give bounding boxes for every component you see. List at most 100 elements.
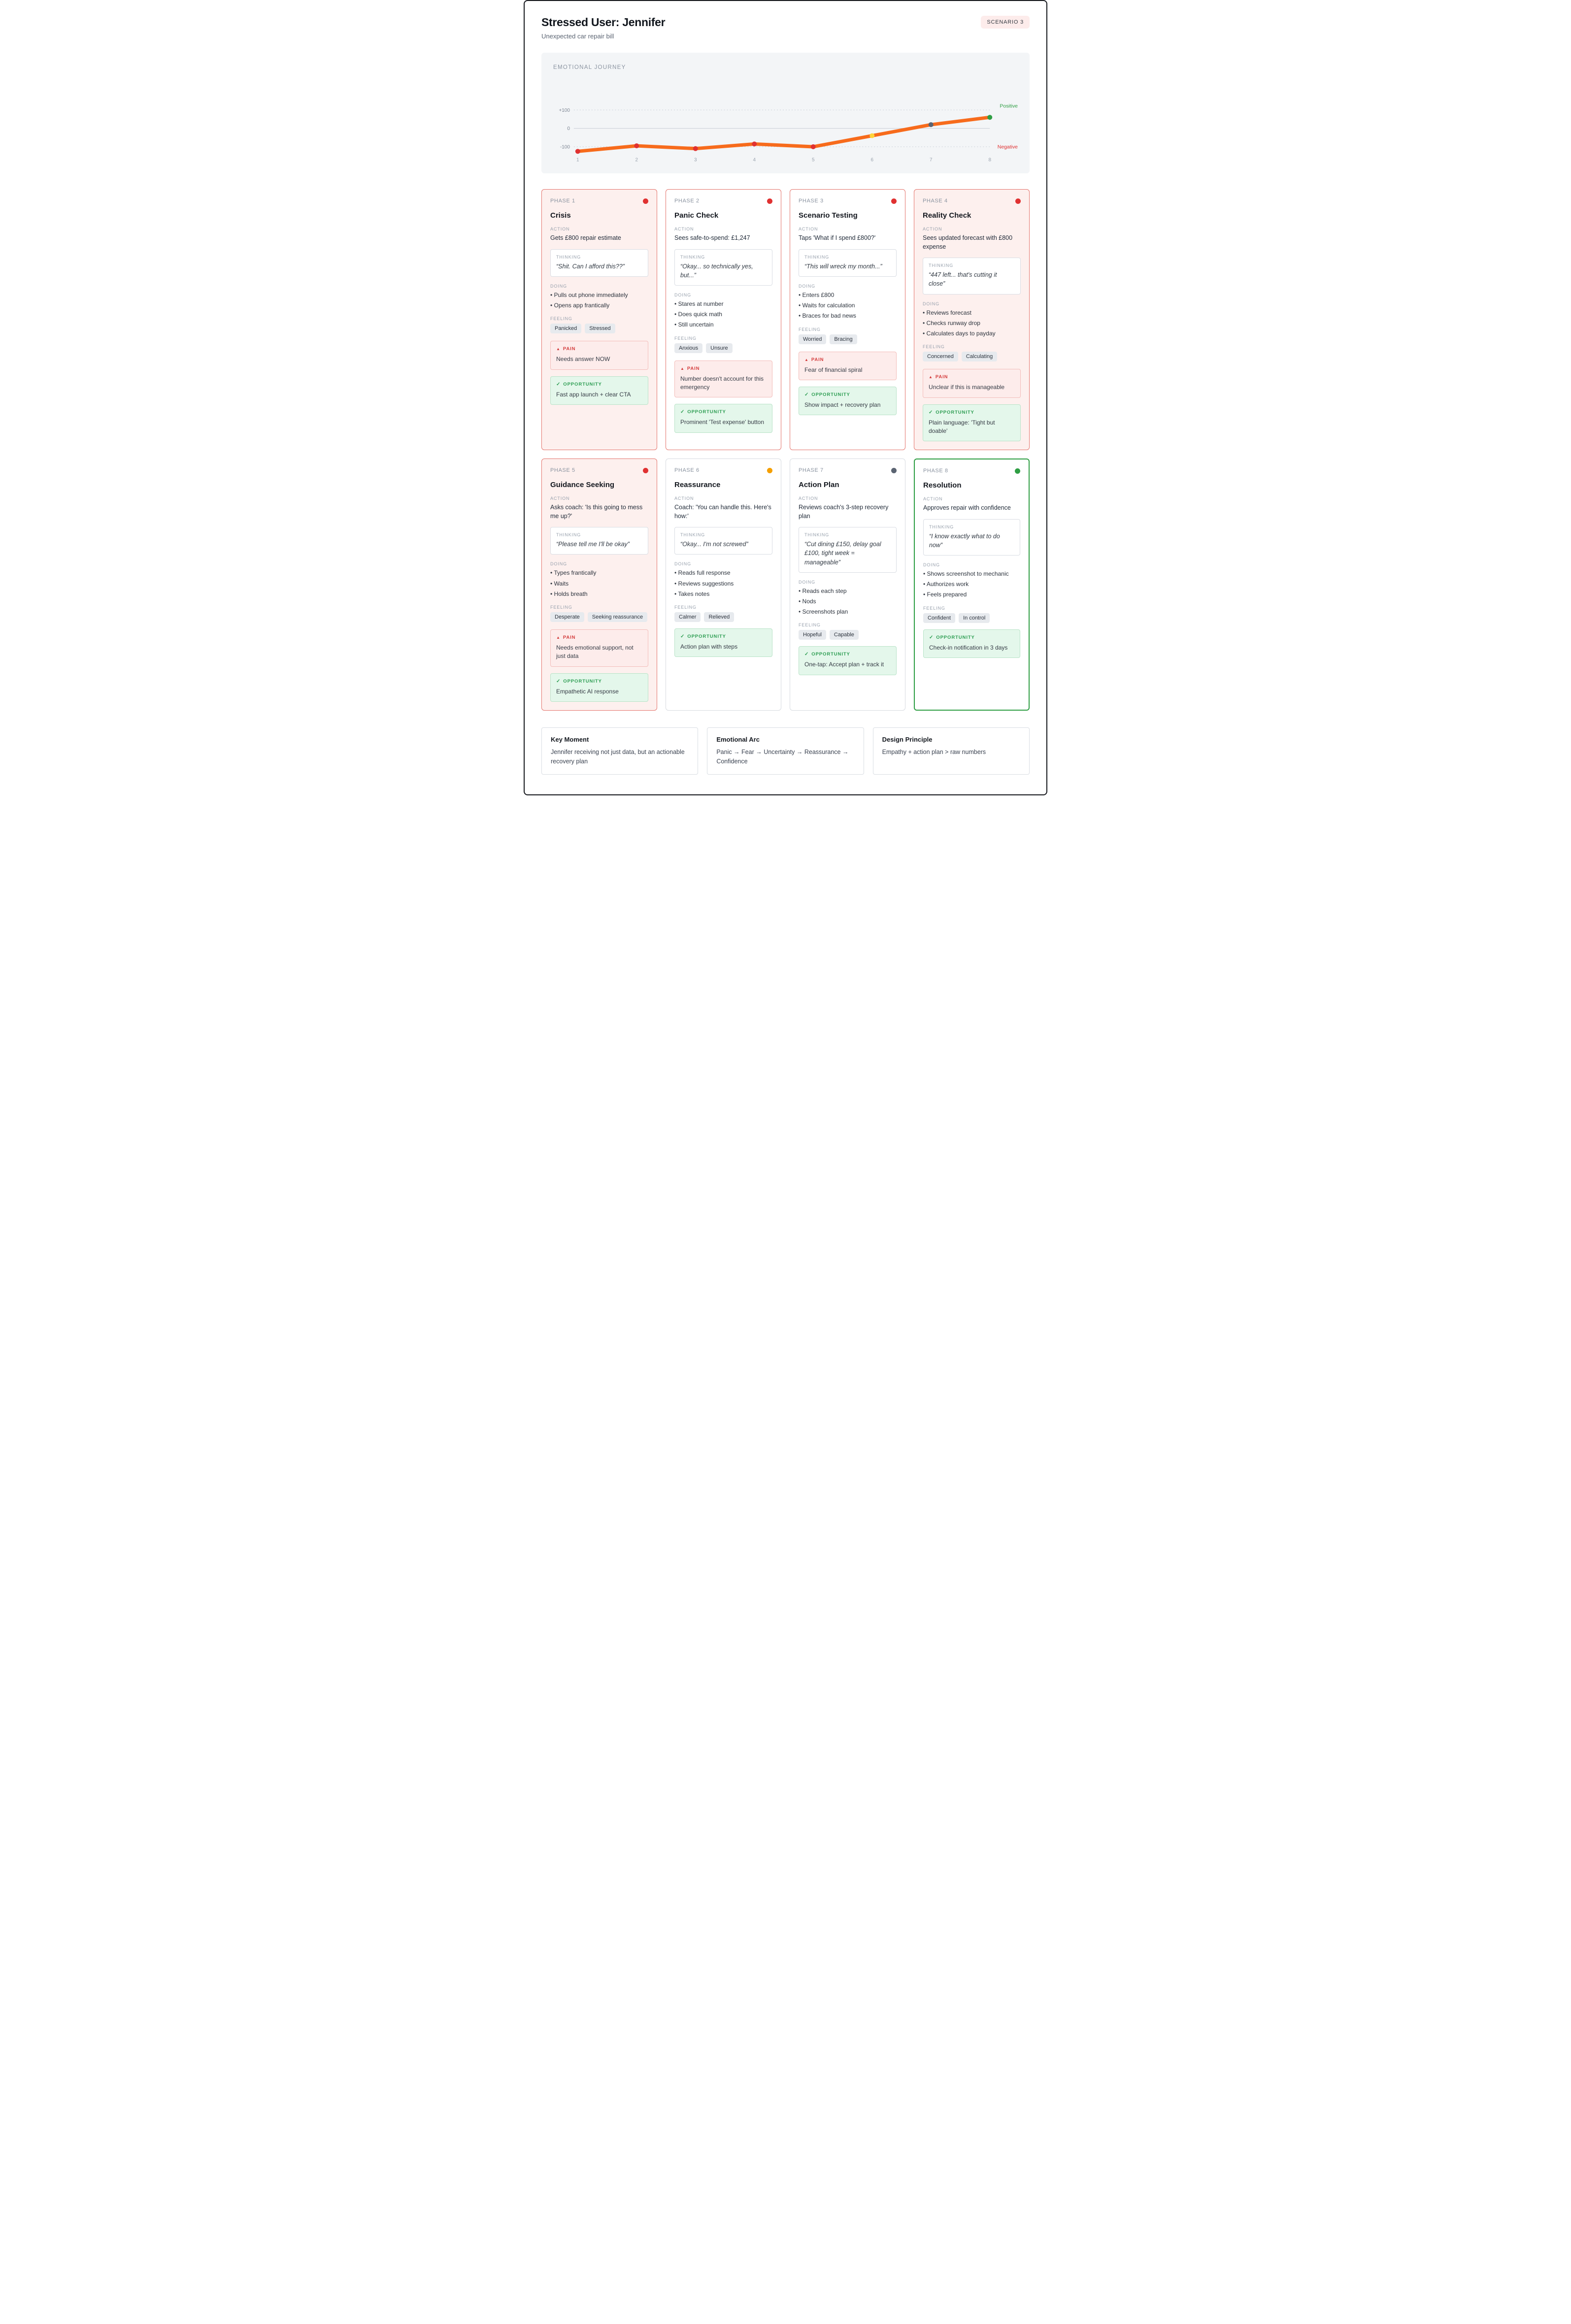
phase-label: PHASE 8 — [923, 468, 948, 474]
feeling-chip: Confident — [923, 613, 956, 623]
action-label: ACTION — [799, 496, 818, 501]
phase-action-text: Gets £800 repair estimate — [550, 234, 621, 242]
opportunity-label: ✓ OPPORTUNITY — [680, 409, 767, 415]
x-tick-label: 6 — [870, 157, 873, 163]
x-tick-label: 4 — [753, 157, 756, 163]
opportunity-label-text: OPPORTUNITY — [687, 409, 726, 415]
doing-label: DOING — [799, 579, 816, 585]
x-tick-label: 8 — [988, 157, 991, 163]
doing-label: DOING — [550, 561, 568, 567]
doing-item: • Screenshots plan — [799, 608, 848, 616]
opportunity-text: Fast app launch + clear CTA — [556, 391, 631, 398]
emotional-journey-panel: EMOTIONAL JOURNEY +100 0 -100 Positive Negat… — [541, 53, 1030, 174]
thinking-box: THINKING “This will wreck my month...” — [799, 249, 897, 277]
doing-item: • Enters £800 — [799, 291, 835, 298]
pain-box: ▲ PAIN Unclear if this is manageable — [923, 369, 1021, 398]
feeling-label: FEELING — [550, 604, 572, 610]
check-icon: ✓ — [929, 409, 934, 415]
phase-thinking-text: “This will wreck my month...” — [804, 262, 882, 270]
phase-status-dot — [891, 198, 897, 204]
feeling-chip: Anxious — [674, 343, 703, 353]
opportunity-text: One-tap: Accept plan + track it — [804, 661, 884, 668]
phase-label: PHASE 5 — [550, 467, 575, 474]
opportunity-label-text: OPPORTUNITY — [811, 392, 850, 397]
phase-label: PHASE 6 — [674, 467, 700, 474]
pain-label-text: PAIN — [935, 374, 948, 380]
emotional-arc-text: Panic → Fear → Uncertainty → Reassurance… — [716, 749, 849, 765]
phase-doing-list: • Types frantically • Waits • Holds breath — [550, 569, 648, 598]
phase-feeling-chips: Concerned Calculating — [923, 352, 1021, 362]
feeling-label: FEELING — [674, 604, 697, 610]
y-tick-label: 0 — [567, 126, 570, 131]
check-icon: ✓ — [680, 633, 685, 639]
thinking-label: THINKING — [556, 254, 581, 260]
action-label: ACTION — [923, 227, 942, 232]
pain-box: ▲ PAIN Needs answer NOW — [550, 341, 648, 370]
feeling-chip: Concerned — [923, 352, 958, 362]
action-label: ACTION — [923, 496, 943, 502]
phase-doing-list: • Enters £800 • Waits for calculation • Br… — [799, 291, 897, 320]
pain-label: ▲ PAIN — [556, 346, 642, 352]
phase-status-dot — [767, 467, 772, 473]
journey-point-1 — [575, 149, 580, 154]
action-label: ACTION — [550, 227, 570, 232]
feeling-chip: Panicked — [550, 324, 582, 334]
thinking-box: THINKING “Cut dining £150, delay goal £1… — [799, 527, 897, 573]
feeling-label: FEELING — [674, 335, 697, 341]
phase-status-dot — [643, 198, 648, 204]
x-tick-label: 1 — [576, 157, 579, 163]
feeling-chip: Seeking reassurance — [587, 612, 648, 622]
doing-item: • Holds breath — [550, 590, 588, 597]
opportunity-text: Check-in notification in 3 days — [929, 644, 1008, 651]
phase-card: PHASE 6 Reassurance ACTION Coach: 'You c… — [666, 458, 781, 711]
feeling-chip: Unsure — [706, 343, 733, 353]
feeling-label: FEELING — [799, 622, 821, 628]
doing-item: • Waits for calculation — [799, 302, 855, 309]
doing-item: • Reviews suggestions — [674, 580, 734, 587]
doing-item: • Authorizes work — [923, 581, 969, 588]
emotional-arc-card: Emotional Arc Panic → Fear → Uncertainty… — [707, 727, 864, 775]
phase-status-dot — [1015, 198, 1021, 204]
phase-feeling-chips: Anxious Unsure — [674, 343, 772, 353]
pain-box: ▲ PAIN Number doesn't account for this e… — [674, 360, 772, 398]
phase-status-dot — [891, 467, 897, 473]
journey-point-2 — [634, 143, 639, 149]
thinking-box: THINKING “Okay... so technically yes, bu… — [674, 249, 772, 286]
phase-title: Guidance Seeking — [550, 481, 615, 490]
doing-item: • Feels prepared — [923, 591, 967, 598]
doing-item: • Opens app frantically — [550, 302, 610, 309]
opportunity-label-text: OPPORTUNITY — [811, 652, 850, 657]
doing-item: • Reads full response — [674, 569, 731, 577]
design-principle-text: Empathy + action plan > raw numbers — [882, 749, 986, 756]
thinking-label: THINKING — [804, 532, 830, 538]
page-subtitle: Unexpected car repair bill — [541, 33, 614, 40]
phase-thinking-text: “Please tell me I'll be okay” — [556, 541, 630, 548]
phase-doing-list: • Shows screenshot to mechanic • Authoriz… — [923, 570, 1020, 599]
phase-feeling-chips: Desperate Seeking reassurance — [550, 612, 648, 622]
thinking-box: THINKING “Please tell me I'll be okay” — [550, 527, 648, 555]
pain-label: ▲ PAIN — [804, 357, 891, 362]
chart-title: EMOTIONAL JOURNEY — [553, 65, 626, 70]
journey-point-7 — [928, 122, 934, 128]
pain-box: ▲ PAIN Fear of financial spiral — [799, 351, 897, 380]
phase-card-header: PHASE 8 — [923, 468, 1020, 474]
feeling-chip: Capable — [829, 630, 859, 640]
action-label: ACTION — [674, 496, 694, 501]
journey-map-page: Stressed User: Jennifer Unexpected car r… — [524, 0, 1047, 795]
doing-item: • Braces for bad news — [799, 312, 856, 320]
pain-text: Fear of financial spiral — [804, 366, 863, 373]
opportunity-box: ✓ OPPORTUNITY Empathetic AI response — [550, 673, 648, 702]
pain-box: ▲ PAIN Needs emotional support, not just… — [550, 629, 648, 667]
feeling-label: FEELING — [923, 605, 945, 611]
x-tick-label: 5 — [812, 157, 815, 163]
pain-label: ▲ PAIN — [929, 374, 1015, 380]
journey-point-8 — [987, 115, 993, 120]
opportunity-box: ✓ OPPORTUNITY Plain language: 'Tight but… — [923, 404, 1021, 442]
opportunity-box: ✓ OPPORTUNITY Action plan with steps — [674, 628, 772, 657]
phase-card: PHASE 7 Action Plan ACTION Reviews coach… — [790, 458, 905, 711]
doing-label: DOING — [923, 301, 940, 306]
feeling-label: FEELING — [923, 344, 945, 350]
journey-line — [576, 115, 992, 153]
feeling-chip: Relieved — [704, 612, 735, 622]
doing-item: • Still uncertain — [674, 321, 714, 328]
